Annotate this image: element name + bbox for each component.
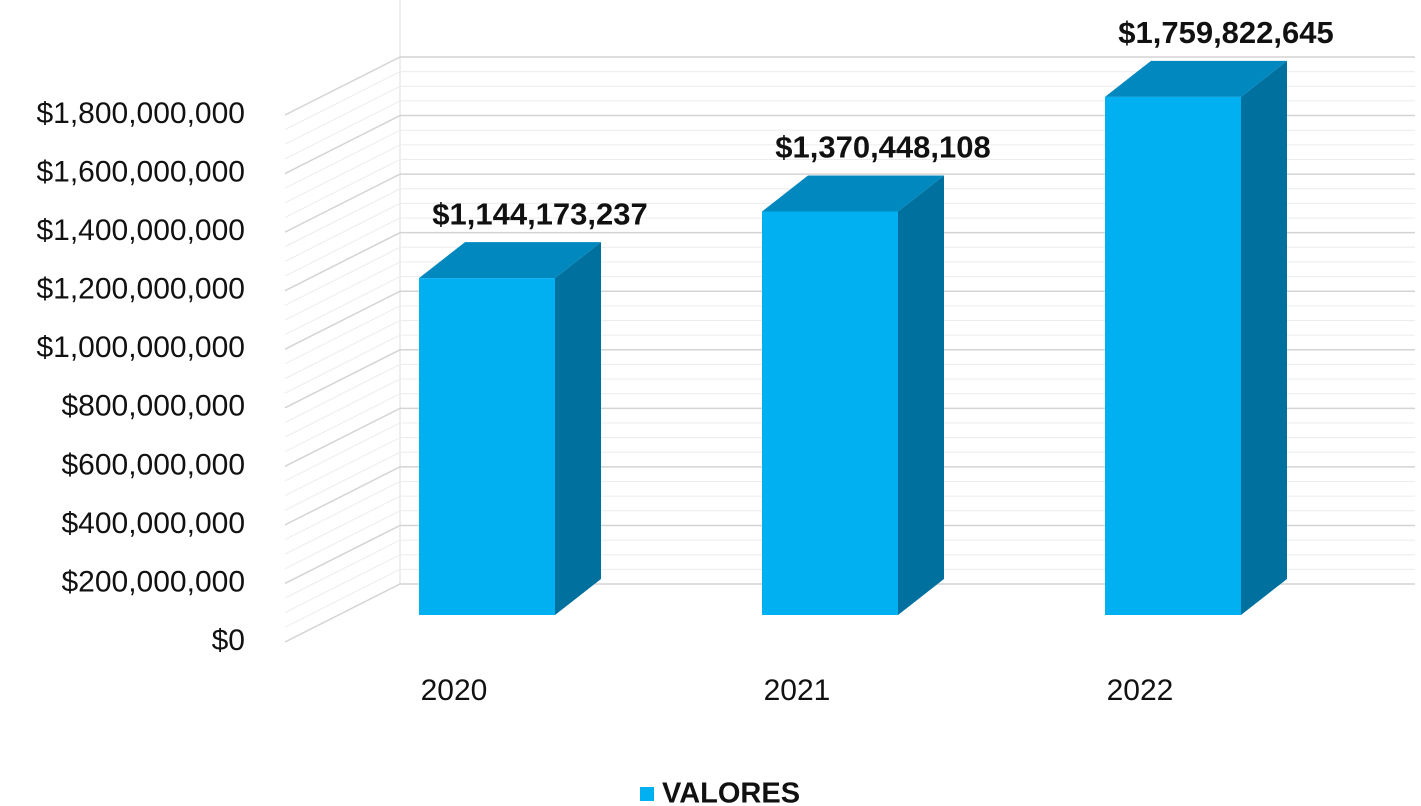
grid-line bbox=[284, 114, 1415, 175]
minor-grid-line bbox=[284, 202, 1415, 262]
minor-grid-line bbox=[284, 568, 1415, 628]
data-label: $1,370,448,108 bbox=[775, 130, 991, 165]
grid-line bbox=[284, 173, 1415, 233]
minor-grid-line bbox=[284, 305, 1415, 365]
x-tick-label: 2022 bbox=[1107, 674, 1174, 707]
minor-grid-line bbox=[284, 85, 1415, 145]
minor-grid-line bbox=[284, 71, 1415, 131]
data-label: $1,144,173,237 bbox=[432, 196, 648, 231]
minor-grid-line bbox=[284, 320, 1415, 379]
bar bbox=[762, 211, 898, 615]
minor-grid-line bbox=[284, 246, 1415, 306]
minor-grid-line bbox=[284, 334, 1415, 394]
bar bbox=[419, 278, 555, 615]
y-tick-label: $1,600,000,000 bbox=[36, 155, 245, 188]
grid-line bbox=[284, 583, 1415, 643]
minor-grid-line bbox=[284, 363, 1415, 423]
grid-line bbox=[284, 56, 1415, 116]
minor-grid-line bbox=[284, 378, 1415, 438]
minor-grid-line bbox=[284, 495, 1415, 555]
grid-line bbox=[284, 231, 1415, 292]
x-tick-label: 2021 bbox=[764, 674, 831, 707]
x-tick-label: 2020 bbox=[421, 674, 488, 707]
minor-grid-line bbox=[284, 554, 1415, 614]
bar-side bbox=[1241, 60, 1287, 615]
grid-line bbox=[284, 524, 1415, 585]
y-tick-label: $800,000,000 bbox=[61, 390, 245, 423]
minor-grid-line bbox=[284, 276, 1415, 336]
y-tick-label: $400,000,000 bbox=[61, 507, 245, 540]
minor-grid-line bbox=[284, 158, 1415, 218]
bar-top bbox=[419, 242, 601, 279]
minor-grid-line bbox=[284, 437, 1415, 497]
grid-line bbox=[284, 349, 1415, 409]
bar-side bbox=[555, 242, 601, 615]
minor-grid-line bbox=[284, 129, 1415, 189]
legend-label: VALORES bbox=[662, 778, 800, 806]
minor-grid-line bbox=[284, 451, 1415, 511]
data-label: $1,759,822,645 bbox=[1118, 15, 1334, 50]
y-tick-label: $1,000,000,000 bbox=[36, 331, 245, 364]
minor-grid-line bbox=[284, 261, 1415, 321]
grid-line bbox=[284, 290, 1415, 350]
y-tick-label: $0 bbox=[212, 624, 245, 657]
y-tick-label: $200,000,000 bbox=[61, 565, 245, 598]
grid-line bbox=[284, 466, 1415, 526]
legend-swatch bbox=[640, 787, 654, 801]
minor-grid-line bbox=[284, 217, 1415, 277]
minor-grid-line bbox=[284, 144, 1415, 204]
y-tick-label: $1,200,000,000 bbox=[36, 273, 245, 306]
minor-grid-line bbox=[284, 481, 1415, 540]
minor-grid-line bbox=[284, 422, 1415, 482]
minor-grid-line bbox=[284, 539, 1415, 599]
minor-grid-line bbox=[284, 100, 1415, 160]
y-tick-label: $1,400,000,000 bbox=[36, 214, 245, 247]
minor-grid-line bbox=[284, 188, 1415, 248]
bar-side bbox=[898, 175, 944, 615]
bar-top bbox=[762, 175, 944, 212]
grid-line bbox=[284, 407, 1415, 468]
bar bbox=[1105, 96, 1241, 615]
minor-grid-line bbox=[284, 393, 1415, 453]
y-tick-label: $600,000,000 bbox=[61, 448, 245, 481]
y-tick-label: $1,800,000,000 bbox=[36, 97, 245, 130]
bar-top bbox=[1105, 60, 1287, 97]
minor-grid-line bbox=[284, 510, 1415, 570]
